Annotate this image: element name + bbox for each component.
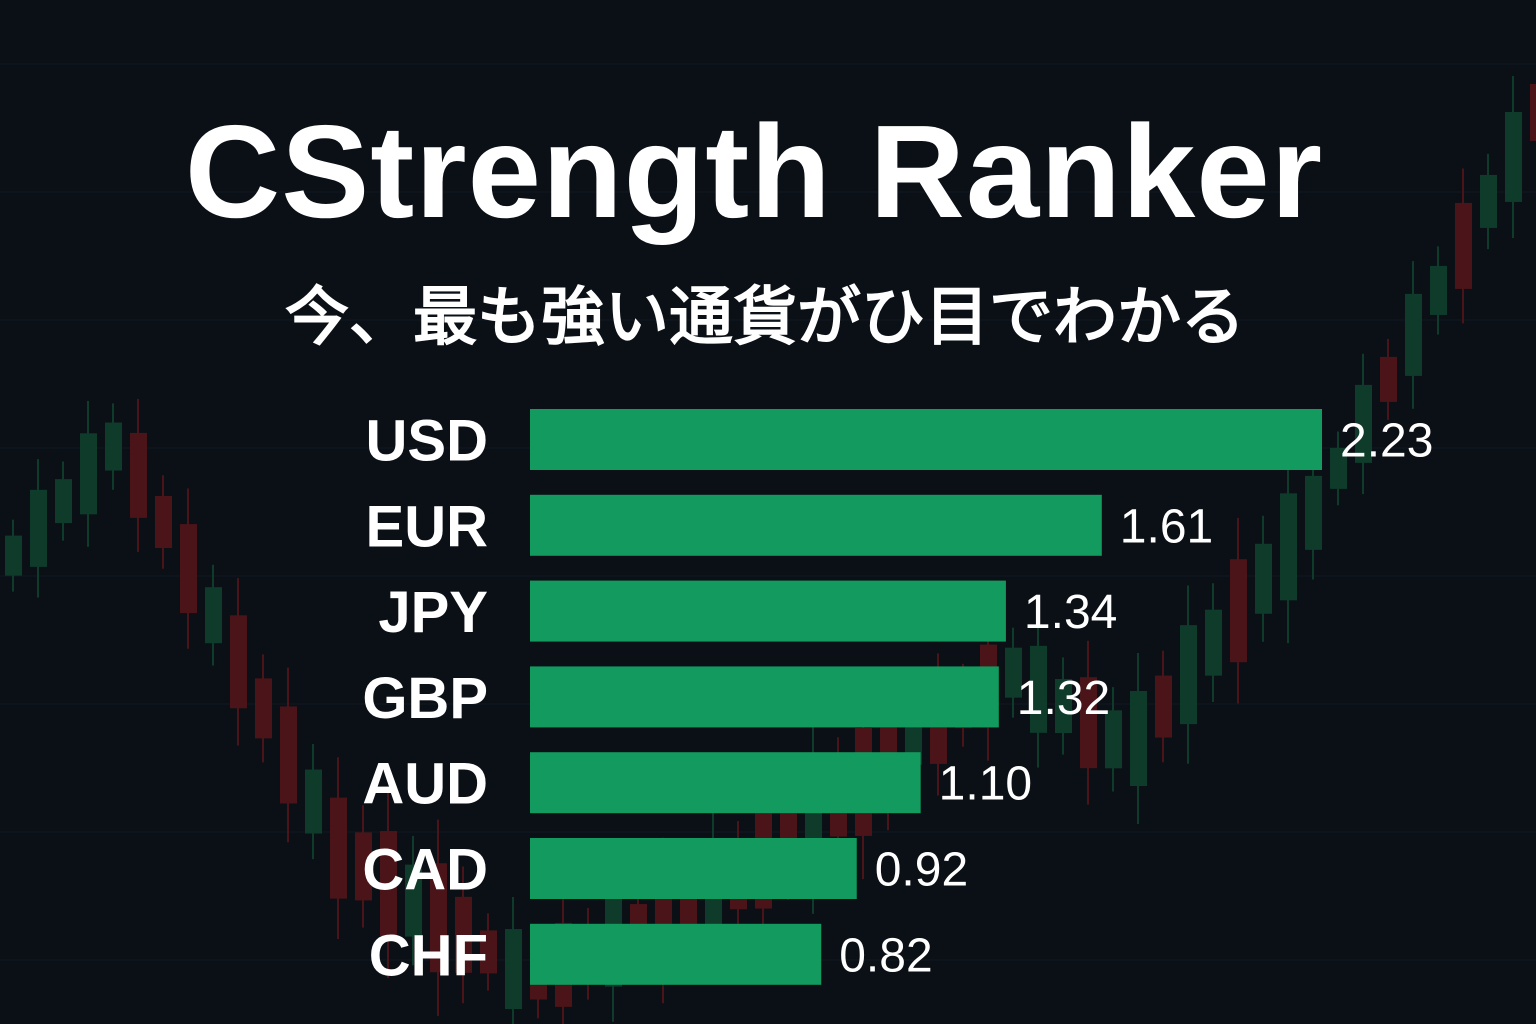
candle-body: [1480, 174, 1497, 228]
app-title: CStrength Ranker: [184, 98, 1324, 245]
candle-body: [1455, 202, 1472, 289]
candle-body: [130, 432, 147, 518]
candle-body: [230, 615, 247, 709]
candle-body: [180, 524, 197, 614]
app-subtitle: 今、最も強い通貨がひ目でわかる: [285, 281, 1245, 355]
candle-body: [1180, 625, 1197, 725]
candle-body: [30, 489, 47, 567]
bar-eur: [530, 494, 1102, 556]
candle-body: [1155, 675, 1172, 738]
candle-body: [255, 678, 272, 739]
candle-body: [1280, 493, 1297, 601]
candle-body: [55, 479, 72, 524]
candle-body: [505, 929, 522, 1010]
bar-chf: [530, 923, 822, 985]
candle-body: [1530, 83, 1536, 141]
value-label: 1.32: [1017, 672, 1110, 725]
category-label: EUR: [366, 494, 488, 559]
candle-body: [455, 896, 472, 973]
candle-body: [1005, 647, 1022, 698]
candle-body: [1430, 265, 1447, 315]
candle-body: [1380, 356, 1397, 402]
candle-body: [1030, 645, 1047, 733]
candle-body: [1330, 447, 1347, 489]
candle-body: [5, 535, 22, 576]
category-label: CAD: [362, 838, 488, 903]
candle-body: [1355, 384, 1372, 463]
bar-cad: [530, 838, 857, 899]
bar-jpy: [530, 580, 1006, 642]
candle-body: [1105, 710, 1122, 769]
category-label: AUD: [362, 752, 488, 817]
bar-gbp: [530, 666, 999, 728]
value-label: 1.34: [1024, 586, 1117, 639]
candle-body: [1405, 293, 1422, 376]
candle-body: [430, 863, 447, 973]
category-label: CHF: [369, 923, 488, 988]
candle-body: [480, 930, 497, 974]
candle-body: [1505, 111, 1522, 202]
value-label: 0.92: [875, 844, 968, 897]
candle-body: [405, 864, 422, 937]
candle-body: [330, 797, 347, 899]
candle-body: [1305, 475, 1322, 550]
value-label: 0.82: [839, 929, 932, 982]
candle-body: [80, 433, 97, 515]
candle-body: [1080, 677, 1097, 769]
candle-body: [205, 587, 222, 644]
candle-body: [1055, 679, 1072, 733]
candle-body: [1255, 543, 1272, 614]
candle-body: [1230, 559, 1247, 663]
value-label: 2.23: [1340, 415, 1433, 468]
category-label: USD: [366, 409, 488, 474]
candle-body: [1205, 609, 1222, 676]
candle-body: [105, 422, 122, 471]
value-label: 1.61: [1120, 500, 1213, 553]
candle-body: [355, 832, 372, 901]
category-label: JPY: [378, 580, 488, 645]
category-label: GBP: [362, 666, 488, 731]
candle-body: [305, 769, 322, 834]
candle-body: [380, 831, 397, 937]
candle-body: [280, 706, 297, 804]
value-label: 1.10: [939, 758, 1032, 811]
candle-body: [155, 496, 172, 548]
bar-usd: [530, 409, 1322, 470]
bar-aud: [530, 752, 921, 814]
candle-body: [1130, 691, 1147, 786]
